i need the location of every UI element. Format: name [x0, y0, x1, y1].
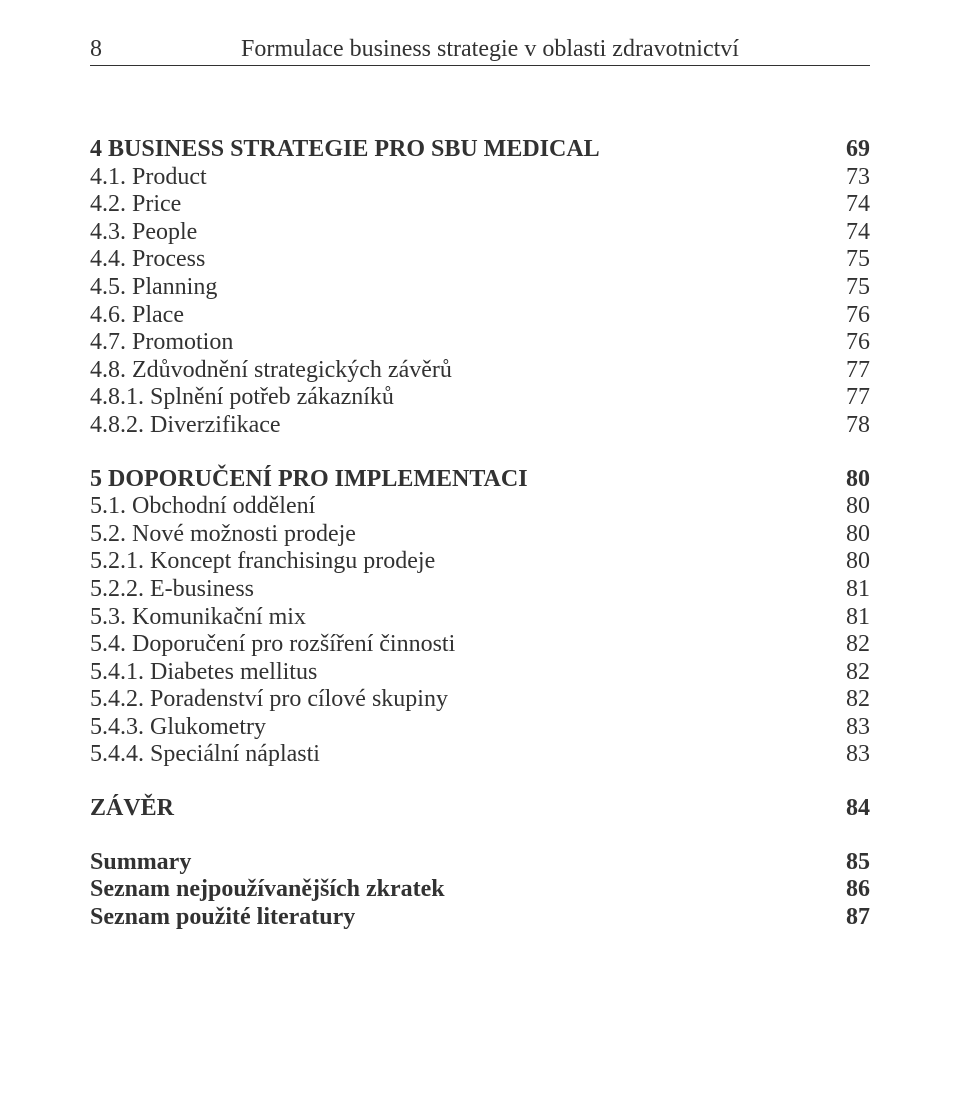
toc-label: 5.2.2. E-business	[90, 576, 254, 604]
toc-label: 4.7. Promotion	[90, 329, 233, 357]
toc-page-number: 80	[830, 493, 870, 521]
toc-page-number: 81	[830, 604, 870, 632]
toc-label: 4.4. Process	[90, 246, 205, 274]
toc-label: 5.3. Komunikační mix	[90, 604, 306, 632]
toc-page-number: 76	[830, 302, 870, 330]
toc-row: Seznam použité literatury 87	[90, 904, 870, 932]
toc-page-number: 77	[830, 357, 870, 385]
toc-label: 5.2. Nové možnosti prodeje	[90, 521, 356, 549]
toc-page-number: 85	[830, 849, 870, 877]
toc-page-number: 69	[830, 136, 870, 164]
toc-page-number: 78	[830, 412, 870, 440]
toc-page-number: 81	[830, 576, 870, 604]
page-number: 8	[90, 36, 110, 63]
toc-label: 4.8. Zdůvodnění strategických závěrů	[90, 357, 452, 385]
toc-row: ZÁVĚR 84	[90, 795, 870, 823]
toc-page-number: 82	[830, 686, 870, 714]
toc-row: 5 DOPORUČENÍ PRO IMPLEMENTACI 80	[90, 466, 870, 494]
toc-row: 4.1. Product 73	[90, 164, 870, 192]
toc-row: 5.4.4. Speciální náplasti 83	[90, 741, 870, 769]
toc-row: 5.1. Obchodní oddělení 80	[90, 493, 870, 521]
toc-page-number: 87	[830, 904, 870, 932]
toc-label: 4.8.1. Splnění potřeb zákazníků	[90, 384, 394, 412]
toc-row: Summary 85	[90, 849, 870, 877]
toc-row: 5.4.3. Glukometry 83	[90, 714, 870, 742]
toc-label: 5.4.3. Glukometry	[90, 714, 266, 742]
toc-label: Summary	[90, 849, 191, 877]
toc-page-number: 75	[830, 274, 870, 302]
table-of-contents: 4 BUSINESS STRATEGIE PRO SBU MEDICAL694.…	[90, 136, 870, 931]
toc-row: 4.8.2. Diverzifikace 78	[90, 412, 870, 440]
toc-label: 5.4.4. Speciální náplasti	[90, 741, 320, 769]
toc-label: 5.1. Obchodní oddělení	[90, 493, 315, 521]
toc-row: 4.6. Place 76	[90, 302, 870, 330]
toc-page-number: 77	[830, 384, 870, 412]
toc-row: 5.4. Doporučení pro rozšíření činnosti 82	[90, 631, 870, 659]
toc-row: 4.2. Price 74	[90, 191, 870, 219]
toc-page-number: 84	[830, 795, 870, 823]
toc-page-number: 76	[830, 329, 870, 357]
toc-page-number: 80	[830, 521, 870, 549]
toc-page-number: 75	[830, 246, 870, 274]
document-page: 8 Formulace business strategie v oblasti…	[0, 0, 960, 1118]
toc-label: 5 DOPORUČENÍ PRO IMPLEMENTACI	[90, 466, 528, 494]
toc-page-number: 80	[830, 466, 870, 494]
toc-row: 5.4.1. Diabetes mellitus 82	[90, 659, 870, 687]
toc-page-number: 73	[830, 164, 870, 192]
toc-row: Seznam nejpoužívanějších zkratek 86	[90, 876, 870, 904]
toc-row: 5.3. Komunikační mix 81	[90, 604, 870, 632]
toc-row: 4.8. Zdůvodnění strategických závěrů 77	[90, 357, 870, 385]
toc-page-number: 86	[830, 876, 870, 904]
toc-row: 4.4. Process 75	[90, 246, 870, 274]
toc-row: 5.2. Nové možnosti prodeje 80	[90, 521, 870, 549]
toc-label: 4.8.2. Diverzifikace	[90, 412, 281, 440]
toc-label: 4.1. Product	[90, 164, 207, 192]
toc-row: 4.7. Promotion 76	[90, 329, 870, 357]
toc-row: 4.3. People 74	[90, 219, 870, 247]
toc-page-number: 74	[830, 219, 870, 247]
toc-row: 4.8.1. Splnění potřeb zákazníků 77	[90, 384, 870, 412]
toc-row: 5.4.2. Poradenství pro cílové skupiny 82	[90, 686, 870, 714]
header: 8 Formulace business strategie v oblasti…	[90, 36, 870, 66]
toc-label: Seznam použité literatury	[90, 904, 355, 932]
toc-label: 4.2. Price	[90, 191, 181, 219]
toc-page-number: 80	[830, 548, 870, 576]
toc-label: 4.3. People	[90, 219, 197, 247]
toc-label: ZÁVĚR	[90, 795, 174, 823]
toc-label: 5.4. Doporučení pro rozšíření činnosti	[90, 631, 455, 659]
toc-row: 4.5. Planning 75	[90, 274, 870, 302]
toc-page-number: 83	[830, 741, 870, 769]
toc-label: 4 BUSINESS STRATEGIE PRO SBU MEDICAL	[90, 136, 600, 164]
toc-row: 5.2.2. E-business 81	[90, 576, 870, 604]
header-title: Formulace business strategie v oblasti z…	[110, 36, 870, 63]
toc-label: 5.2.1. Koncept franchisingu prodeje	[90, 548, 435, 576]
toc-label: Seznam nejpoužívanějších zkratek	[90, 876, 445, 904]
toc-row: 4 BUSINESS STRATEGIE PRO SBU MEDICAL 69	[90, 136, 870, 164]
toc-page-number: 82	[830, 659, 870, 687]
toc-page-number: 82	[830, 631, 870, 659]
toc-label: 5.4.1. Diabetes mellitus	[90, 659, 317, 687]
toc-page-number: 83	[830, 714, 870, 742]
toc-label: 4.5. Planning	[90, 274, 217, 302]
toc-label: 4.6. Place	[90, 302, 184, 330]
toc-row: 5.2.1. Koncept franchisingu prodeje 80	[90, 548, 870, 576]
toc-page-number: 74	[830, 191, 870, 219]
toc-label: 5.4.2. Poradenství pro cílové skupiny	[90, 686, 448, 714]
